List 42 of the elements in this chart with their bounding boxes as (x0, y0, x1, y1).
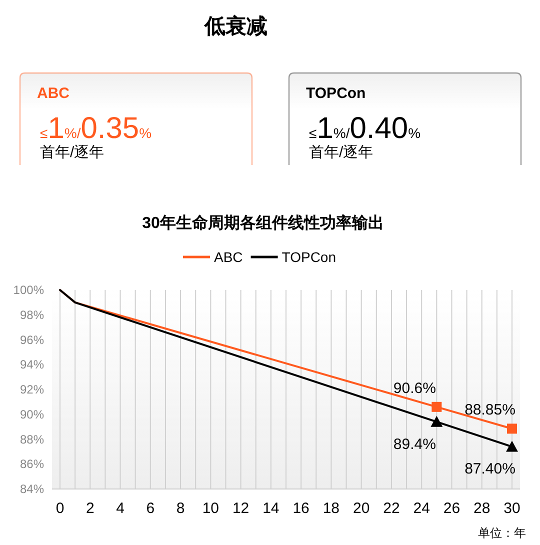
x-tick-label: 26 (443, 500, 460, 517)
text: ABC (37, 85, 70, 102)
x-tick-label: 20 (352, 500, 370, 517)
text: TOPCon (306, 85, 366, 102)
x-tick-label: 4 (116, 500, 124, 517)
x-tick-label: 24 (413, 500, 430, 517)
data-label: 87.40% (464, 460, 516, 478)
legend-label: TOPCon (282, 249, 336, 265)
y-tick-label: 94% (20, 358, 44, 372)
x-tick-label: 0 (56, 500, 64, 517)
text: 首年/逐年 (40, 144, 104, 161)
text: 低衰减 (204, 14, 268, 38)
y-tick-label: 88% (20, 432, 44, 446)
text: 首年/逐年 (309, 144, 374, 161)
y-tick-label: 84% (20, 482, 44, 496)
y-tick-label: 86% (20, 457, 44, 472)
data-label: 88.85% (464, 402, 516, 419)
y-tick-label: 92% (20, 382, 44, 396)
x-tick-label: 14 (262, 500, 280, 517)
x-tick-label: 2 (86, 500, 94, 517)
point (507, 424, 517, 434)
x-tick-label: 18 (322, 500, 340, 517)
x-tick-label: 22 (383, 500, 400, 517)
text: ≤1%/0.35% (40, 112, 152, 145)
x-tick-label: 30 (504, 500, 520, 517)
legend-label: ABC (214, 249, 243, 265)
x-tick-label: 12 (232, 500, 250, 517)
y-tick-label: 100% (13, 283, 44, 297)
x-axis-title: 单位：年 (478, 526, 526, 540)
x-tick-label: 8 (176, 500, 185, 517)
data-label: 90.6% (393, 380, 436, 397)
x-tick-label: 16 (292, 500, 310, 517)
x-tick-label: 10 (202, 500, 220, 517)
x-tick-label: 28 (474, 500, 490, 517)
y-tick-label: 96% (20, 332, 44, 347)
text: ≤1%/0.40% (309, 112, 421, 145)
y-tick-label: 90% (20, 407, 44, 422)
data-label: 89.4% (393, 436, 436, 453)
chart-title: 30年生命周期各组件线性功率输出 (142, 213, 384, 232)
x-tick-label: 6 (146, 500, 155, 517)
point (432, 402, 442, 412)
y-tick-label: 98% (20, 308, 44, 322)
